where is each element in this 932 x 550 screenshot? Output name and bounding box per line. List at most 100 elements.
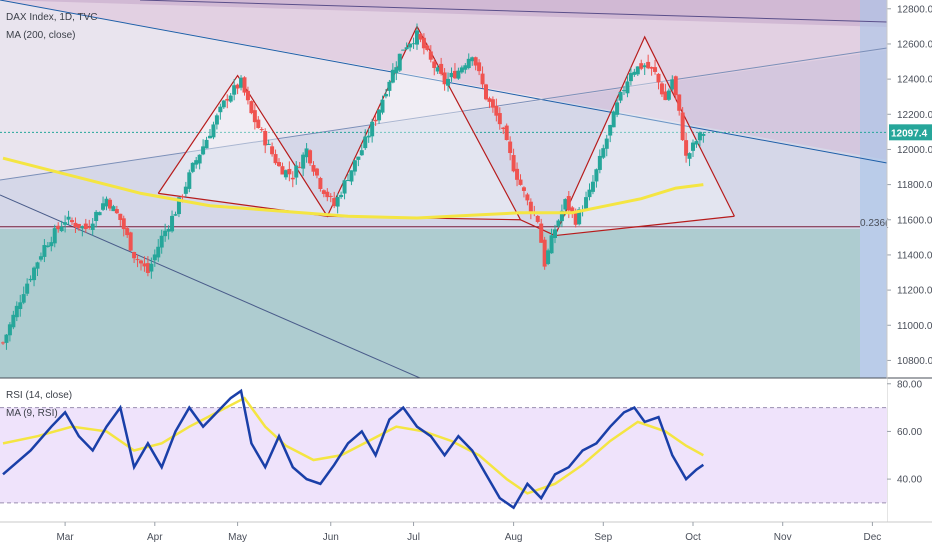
candle-body[interactable] <box>511 155 516 172</box>
candle-body[interactable] <box>570 207 575 213</box>
candle-body[interactable] <box>270 146 275 155</box>
candle-body[interactable] <box>38 256 43 260</box>
candle-body[interactable] <box>490 99 495 108</box>
candle-body[interactable] <box>277 162 281 167</box>
candle-body[interactable] <box>628 73 633 82</box>
candle-body[interactable] <box>346 179 350 181</box>
rsi-pane[interactable]: RSI (14, close) MA (9, RSI) <box>0 379 887 522</box>
candle-body[interactable] <box>163 230 168 237</box>
candle-body[interactable] <box>542 239 547 267</box>
candle-body[interactable] <box>294 165 299 178</box>
candle-body[interactable] <box>149 263 154 272</box>
candle-body[interactable] <box>1 342 5 344</box>
candle-body[interactable] <box>170 215 175 232</box>
candle-body[interactable] <box>601 148 606 158</box>
candle-body[interactable] <box>176 197 181 215</box>
candle-body[interactable] <box>214 115 219 125</box>
candle-body[interactable] <box>114 209 119 214</box>
candle-body[interactable] <box>673 76 678 96</box>
candle-body[interactable] <box>304 148 309 158</box>
candle-body[interactable] <box>635 66 640 75</box>
candle-body[interactable] <box>232 85 237 95</box>
candle-body[interactable] <box>556 220 561 227</box>
candle-body[interactable] <box>332 198 337 207</box>
candle-body[interactable] <box>477 62 482 72</box>
candle-body[interactable] <box>584 197 589 209</box>
candle-body[interactable] <box>42 245 47 257</box>
rsi-axis[interactable]: 80.00 60.00 40.00 <box>887 379 922 486</box>
candle-body[interactable] <box>107 199 112 209</box>
candle-body[interactable] <box>25 283 30 294</box>
candle-body[interactable] <box>666 90 671 100</box>
candle-body[interactable] <box>559 210 564 222</box>
candle-body[interactable] <box>94 211 99 222</box>
candle-body[interactable] <box>211 124 216 138</box>
candle-body[interactable] <box>452 70 457 79</box>
candle-body[interactable] <box>563 199 568 210</box>
candle-body[interactable] <box>390 69 395 83</box>
candle-body[interactable] <box>587 189 592 198</box>
candle-body[interactable] <box>314 168 319 176</box>
candle-body[interactable] <box>594 169 599 182</box>
candle-body[interactable] <box>521 187 526 191</box>
candle-body[interactable] <box>145 263 150 273</box>
pattern-line[interactable] <box>554 215 735 237</box>
candle-body[interactable] <box>308 150 313 164</box>
rsi-line[interactable] <box>2 388 705 510</box>
candle-body[interactable] <box>691 142 695 151</box>
candle-body[interactable] <box>373 119 378 122</box>
candle-body[interactable] <box>370 121 375 137</box>
candle-body[interactable] <box>549 235 554 254</box>
candle-body[interactable] <box>263 131 268 146</box>
candle-body[interactable] <box>539 223 544 243</box>
candle-body[interactable] <box>197 154 202 164</box>
trendline-lower[interactable] <box>0 194 421 379</box>
candle-body[interactable] <box>463 65 468 70</box>
candle-body[interactable] <box>135 259 140 261</box>
candle-body[interactable] <box>456 70 461 79</box>
candle-body[interactable] <box>680 112 685 141</box>
candle-body[interactable] <box>59 226 64 232</box>
candle-body[interactable] <box>363 136 368 149</box>
candle-body[interactable] <box>218 106 223 113</box>
candle-body[interactable] <box>28 278 33 281</box>
candle-body[interactable] <box>518 179 523 185</box>
candle-body[interactable] <box>497 113 502 125</box>
candle-body[interactable] <box>173 214 178 216</box>
candle-body[interactable] <box>249 101 254 114</box>
candle-body[interactable] <box>383 94 388 97</box>
candle-body[interactable] <box>380 99 385 113</box>
candle-body[interactable] <box>287 168 292 175</box>
candle-body[interactable] <box>83 223 88 230</box>
candle-body[interactable] <box>128 232 133 251</box>
candle-body[interactable] <box>190 162 195 172</box>
candle-body[interactable] <box>339 194 344 198</box>
candle-body[interactable] <box>7 324 12 336</box>
candle-body[interactable] <box>418 33 423 40</box>
candle-body[interactable] <box>670 79 675 90</box>
candle-body[interactable] <box>63 222 68 225</box>
candle-body[interactable] <box>611 111 616 128</box>
candle-body[interactable] <box>428 51 433 60</box>
candle-body[interactable] <box>121 218 126 230</box>
candle-body[interactable] <box>663 91 668 101</box>
candle-body[interactable] <box>615 102 620 115</box>
candle-body[interactable] <box>56 225 61 230</box>
candle-body[interactable] <box>318 178 323 190</box>
candle-body[interactable] <box>321 190 326 194</box>
candle-body[interactable] <box>697 132 702 141</box>
candle-body[interactable] <box>221 100 226 108</box>
candle-body[interactable] <box>415 30 419 45</box>
candle-body[interactable] <box>142 263 147 267</box>
candle-body[interactable] <box>225 98 230 101</box>
candle-body[interactable] <box>101 203 106 210</box>
candle-body[interactable] <box>245 90 250 101</box>
candle-body[interactable] <box>508 141 513 154</box>
candle-body[interactable] <box>387 81 392 91</box>
candle-body[interactable] <box>408 43 413 48</box>
candle-body[interactable] <box>52 228 57 244</box>
candle-body[interactable] <box>653 67 658 72</box>
pattern-line[interactable] <box>158 192 521 221</box>
trendline-upper[interactable] <box>0 47 888 181</box>
candle-body[interactable] <box>139 260 143 264</box>
